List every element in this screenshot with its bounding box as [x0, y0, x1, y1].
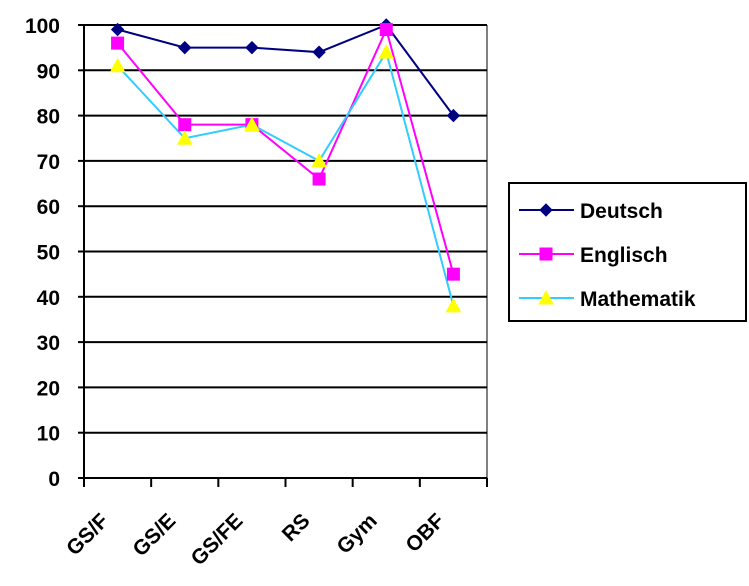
x-tick-label-gs-fe: GS/FE	[187, 509, 248, 570]
legend-swatch-marker	[539, 203, 553, 217]
x-tick-marks	[83, 478, 488, 487]
y-tick-label-40: 40	[37, 287, 60, 310]
data-point-englisch-rs	[312, 172, 326, 186]
legend-label: Mathematik	[580, 288, 696, 311]
y-tick-label-70: 70	[37, 151, 60, 174]
y-tick-label-50: 50	[37, 242, 60, 265]
y-tick-label-80: 80	[37, 106, 60, 129]
series-markers	[109, 18, 462, 313]
y-tick-label-0: 0	[48, 468, 60, 491]
data-point-deutsch-rs	[312, 45, 326, 59]
y-tick-label-100: 100	[25, 15, 60, 38]
legend-swatch-marker	[538, 289, 554, 305]
data-point-mathematik-gs-f	[109, 57, 126, 73]
series-lines	[116, 23, 455, 307]
data-point-mathematik-rs	[311, 152, 327, 168]
legend-items: Deutsch Englisch Mathematik	[519, 200, 696, 311]
data-point-mathematik-gym	[378, 44, 395, 59]
y-tick-label-90: 90	[37, 60, 60, 83]
data-point-deutsch-obf	[446, 108, 461, 123]
data-point-deutsch-gs-f	[110, 22, 125, 37]
legend-label: Englisch	[580, 244, 668, 267]
data-point-englisch-gs-e	[178, 118, 192, 132]
x-tick-label-obf: OBF	[401, 509, 449, 557]
y-tick-label-30: 30	[37, 332, 60, 355]
data-point-deutsch-gs-fe	[245, 40, 259, 55]
legend-item-englisch: Englisch	[519, 244, 668, 267]
y-tick-label-20: 20	[37, 377, 60, 400]
legend-swatch-marker	[539, 247, 553, 261]
legend-label: Deutsch	[580, 200, 663, 223]
data-point-deutsch-gs-e	[178, 40, 192, 55]
x-tick-labels: GS/F GS/E GS/FE RS Gym OBF	[62, 509, 449, 570]
y-tick-label-60: 60	[37, 196, 60, 219]
series-line-mathematik	[116, 49, 455, 307]
y-tick-label-10: 10	[37, 423, 60, 446]
x-tick-label-gs-f: GS/F	[62, 509, 113, 560]
data-point-mathematik-gs-e	[176, 130, 193, 145]
series-line-deutsch	[117, 23, 455, 117]
plot-area	[78, 18, 488, 487]
legend-item-deutsch: Deutsch	[519, 200, 663, 223]
x-tick-label-gs-e: GS/E	[129, 509, 181, 561]
x-tick-label-gym: Gym	[333, 509, 382, 558]
series-line-englisch	[116, 26, 455, 275]
data-point-englisch-gs-f	[111, 36, 125, 50]
data-point-englisch-gym	[379, 23, 393, 37]
legend: Deutsch Englisch Mathematik	[508, 182, 747, 322]
x-tick-label-rs: RS	[278, 509, 315, 546]
data-point-mathematik-gs-fe	[244, 116, 260, 132]
data-point-mathematik-obf	[445, 297, 462, 313]
y-tick-labels: 0 10 20 30 40 50 60 70 80 90 100	[25, 15, 60, 491]
legend-item-mathematik: Mathematik	[519, 288, 696, 311]
data-point-englisch-obf	[446, 267, 460, 281]
